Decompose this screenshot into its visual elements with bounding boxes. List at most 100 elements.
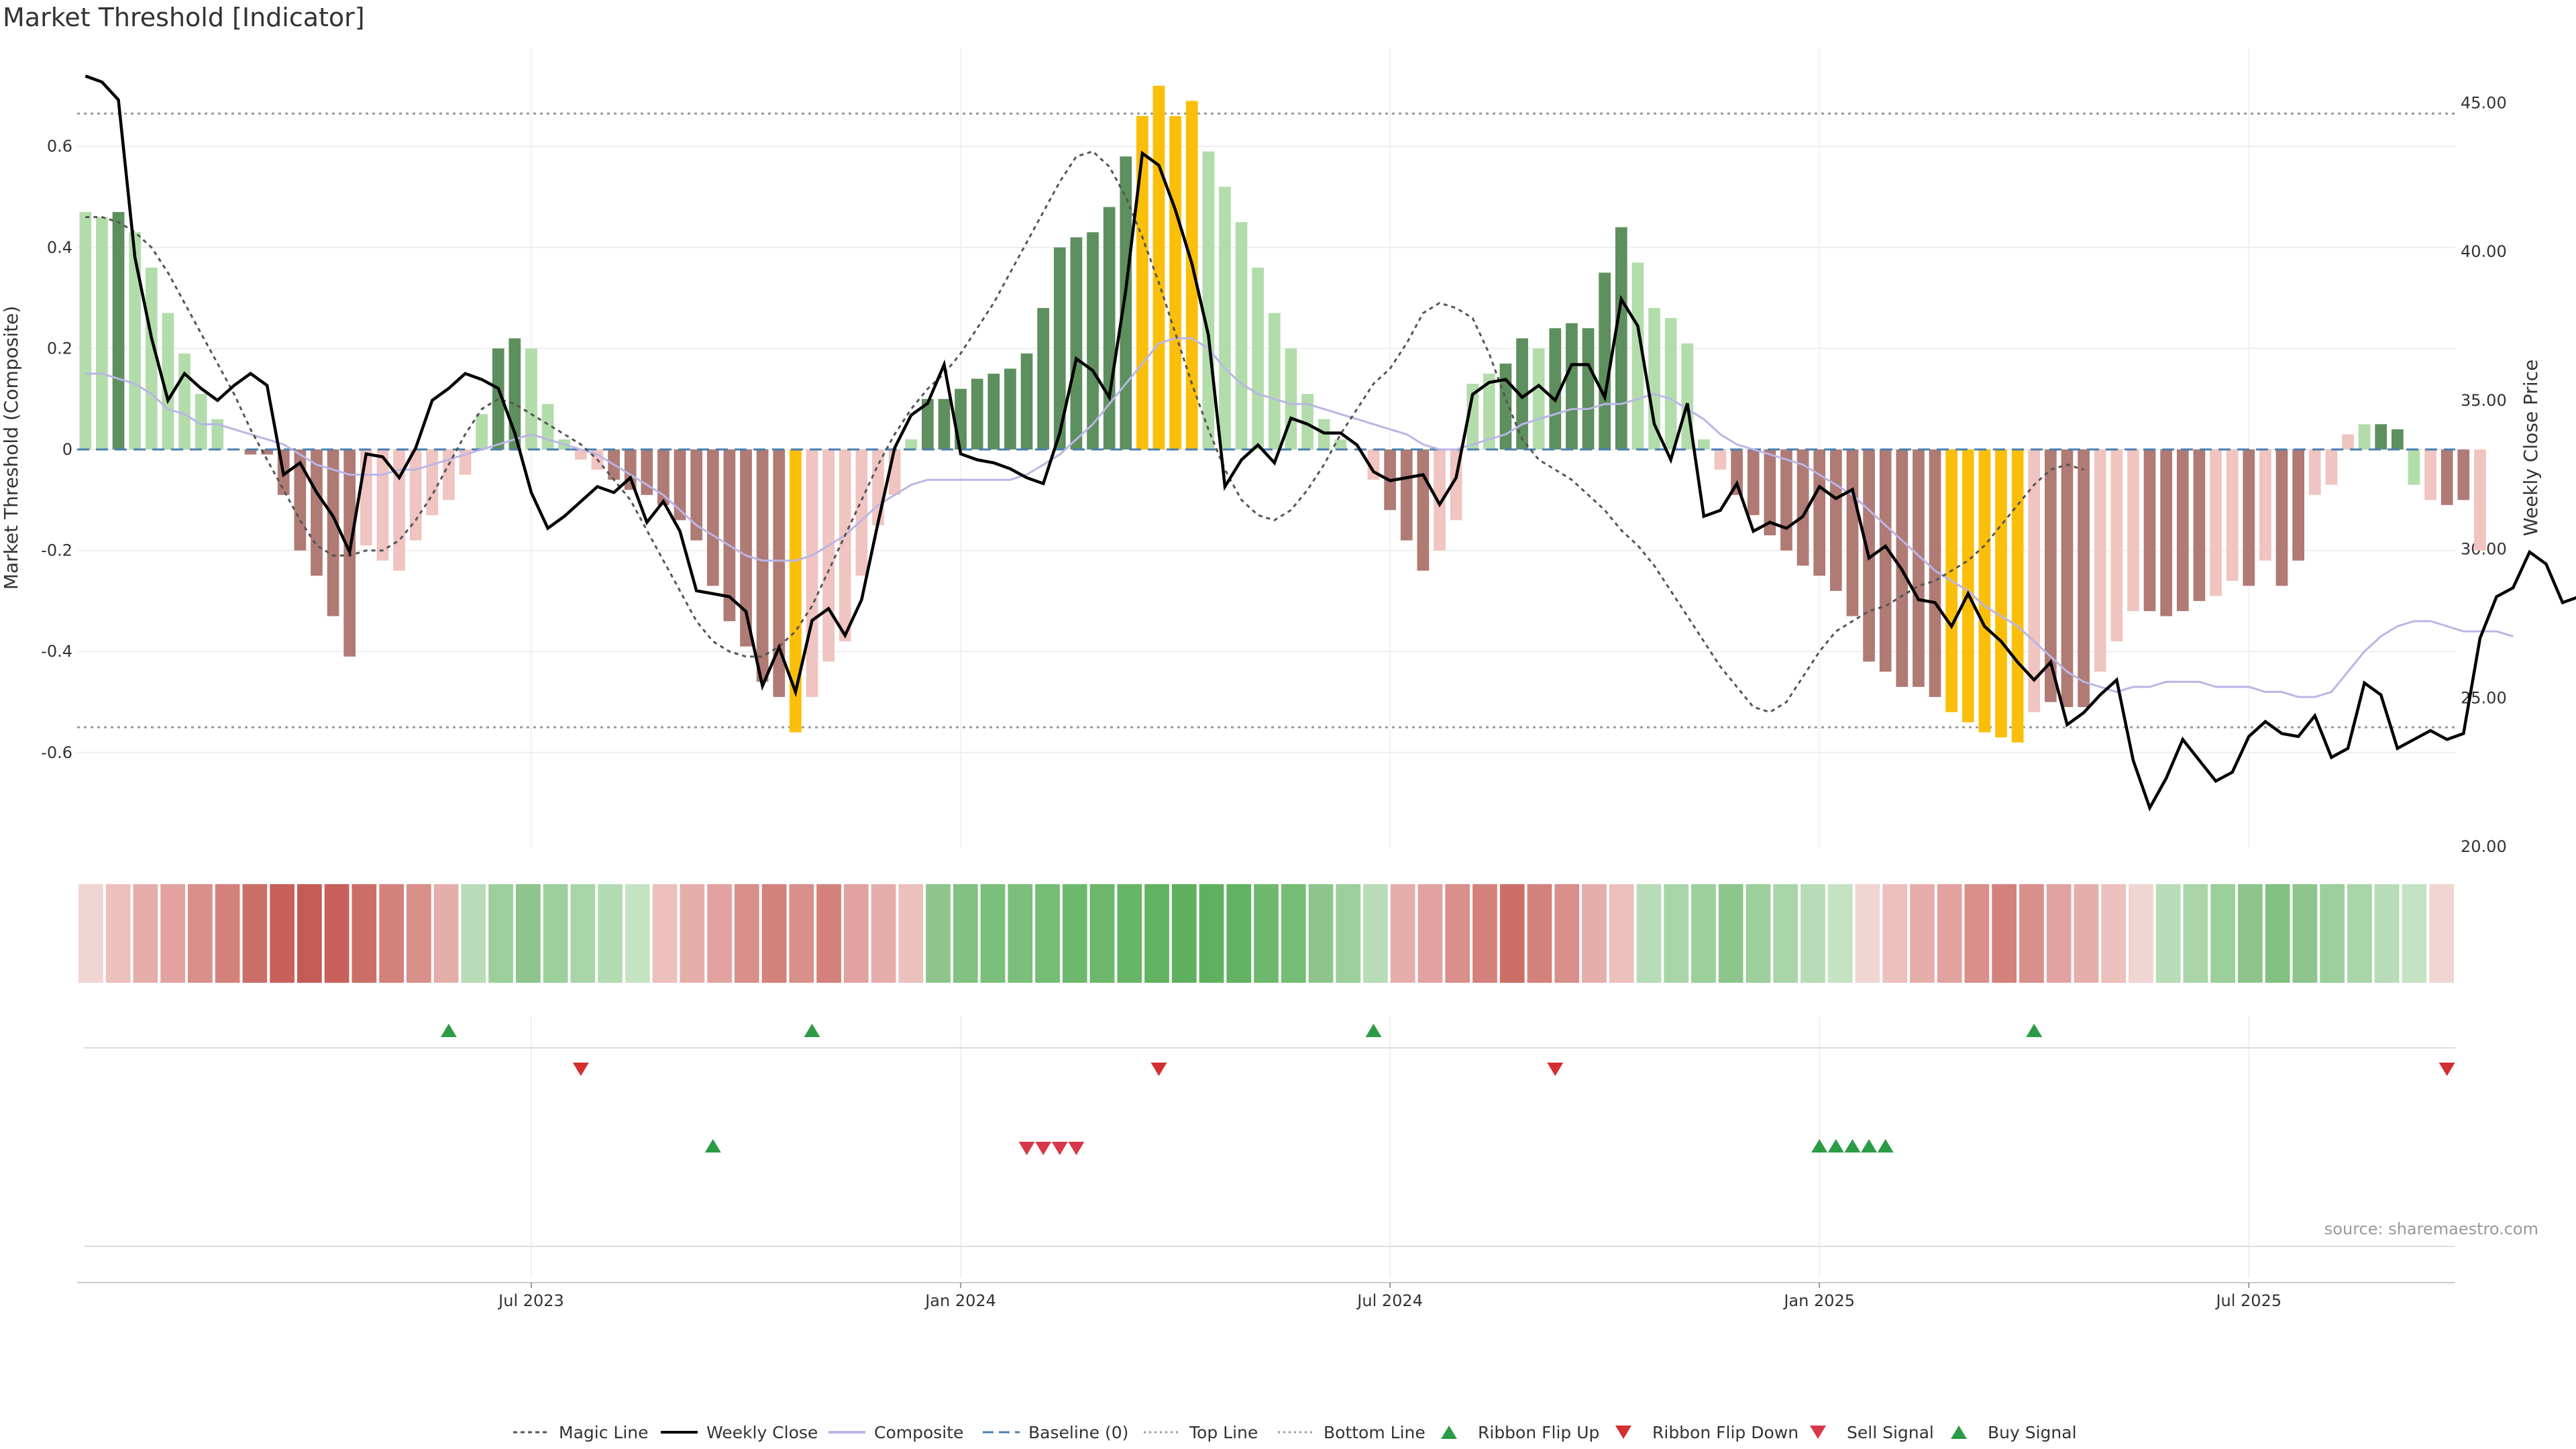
composite-bar: [740, 449, 752, 647]
buy-signal-marker: [1827, 1139, 1844, 1152]
y-axis-label-right: Weekly Close Price: [2520, 360, 2542, 536]
ribbon-cell: [1827, 884, 1853, 983]
composite-bar: [79, 212, 92, 449]
composite-bar: [2210, 449, 2222, 596]
sell-signal-marker: [1018, 1142, 1035, 1155]
composite-bar: [162, 313, 174, 449]
ribbon-cell: [1417, 884, 1443, 983]
composite-bar: [1219, 186, 1231, 449]
composite-bar: [773, 449, 786, 697]
ribbon-cell: [270, 884, 294, 983]
ribbon-cell: [1964, 884, 1990, 983]
ribbon-cell: [1363, 884, 1388, 983]
ribbon-cell: [2292, 884, 2318, 983]
composite-bar: [1978, 449, 1991, 733]
buy-signal-marker: [1877, 1139, 1894, 1152]
composite-bar: [1747, 449, 1760, 515]
composite-bar: [443, 449, 455, 500]
composite-bar: [1400, 449, 1413, 541]
y-tick-label-left: 0: [62, 440, 72, 459]
ribbon-cell: [2210, 884, 2236, 983]
composite-bar: [195, 394, 207, 449]
composite-bar: [1185, 101, 1198, 449]
ribbon-cell: [2155, 884, 2181, 983]
composite-bar: [723, 449, 736, 622]
magic-line: [85, 150, 2084, 714]
composite-bar: [145, 267, 158, 449]
composite-bar: [2061, 449, 2074, 708]
ribbon-cell: [2320, 884, 2345, 983]
ribbon-cell: [625, 884, 650, 983]
composite-bar: [1962, 449, 1974, 722]
ribbon-cell: [1308, 884, 1334, 983]
ribbon-cell: [2238, 884, 2263, 983]
composite-bar: [1285, 348, 1297, 449]
ribbon-cell: [379, 884, 404, 983]
composite-bar: [211, 419, 224, 449]
composite-bar: [2275, 449, 2288, 586]
ribbon-cell: [1171, 884, 1197, 983]
composite-bar: [1202, 151, 1215, 450]
composite-bar: [756, 449, 769, 682]
legend-swatch-ribbon-flip-up: [1441, 1426, 1457, 1439]
ribbon-cell: [734, 884, 759, 983]
ribbon-cell: [187, 884, 213, 983]
legend-label: Ribbon Flip Down: [1652, 1423, 1799, 1442]
composite-bar: [690, 449, 703, 541]
composite-bar: [706, 449, 719, 586]
composite-bar: [872, 449, 884, 525]
ribbon-cell: [488, 884, 513, 983]
composite-bar: [2408, 449, 2420, 485]
ribbon-cell: [843, 884, 869, 983]
composite-bar: [1252, 267, 1265, 449]
ribbon-cell: [1035, 884, 1060, 983]
ribbon-flip-down-marker: [572, 1063, 589, 1076]
ribbon-cell: [1226, 884, 1252, 983]
ribbon-cell: [652, 884, 678, 983]
composite-bar: [1829, 449, 1842, 591]
ribbon-cell: [543, 884, 568, 983]
ribbon-cell: [1746, 884, 1771, 983]
composite-bar: [1235, 222, 1248, 449]
x-tick-label: Jul 2025: [2214, 1291, 2282, 1310]
composite-bar: [2011, 449, 2024, 743]
composite-bar: [1483, 374, 1495, 449]
ribbon-cell: [570, 884, 596, 983]
ribbon-flip-down-marker: [1150, 1063, 1167, 1076]
ribbon-cell: [105, 884, 131, 983]
ribbon-cell: [2374, 884, 2400, 983]
x-tick-label: Jan 2024: [924, 1291, 996, 1310]
ribbon-cell: [1992, 884, 2017, 983]
buy-signal-marker: [1861, 1139, 1878, 1152]
ribbon-cell: [1390, 884, 1415, 983]
y-tick-label-right: 45.00: [2461, 93, 2507, 112]
ribbon-cell: [352, 884, 377, 983]
composite-bar: [2110, 449, 2123, 642]
y-tick-label-right: 20.00: [2461, 837, 2507, 856]
composite-bar: [1796, 449, 1809, 566]
ribbon-cell: [1773, 884, 1799, 983]
ribbon-cell: [1582, 884, 1607, 983]
composite-bar: [393, 449, 405, 571]
composite-bar: [1664, 318, 1677, 449]
composite-bar: [2176, 449, 2189, 611]
composite-bar: [1846, 449, 1859, 616]
composite-bar: [409, 449, 422, 541]
composite-bar: [376, 449, 389, 561]
composite-bar: [1020, 353, 1033, 449]
buy-signal-marker: [1811, 1139, 1828, 1152]
composite-bar: [178, 353, 191, 449]
ribbon-cell: [1254, 884, 1279, 983]
y-tick-label-right: 35.00: [2461, 391, 2507, 410]
legend-label: Ribbon Flip Up: [1478, 1423, 1599, 1442]
composite-bar: [476, 414, 488, 449]
composite-bar: [2474, 449, 2486, 551]
y-tick-label-left: -0.2: [41, 541, 72, 560]
composite-bar: [905, 439, 918, 449]
composite-bar: [1301, 394, 1313, 449]
composite-bar: [426, 449, 439, 515]
y-tick-label-left: 0.2: [47, 339, 72, 358]
composite-bar: [2226, 449, 2239, 581]
composite-bar: [657, 449, 669, 505]
composite-bar: [2391, 429, 2404, 449]
